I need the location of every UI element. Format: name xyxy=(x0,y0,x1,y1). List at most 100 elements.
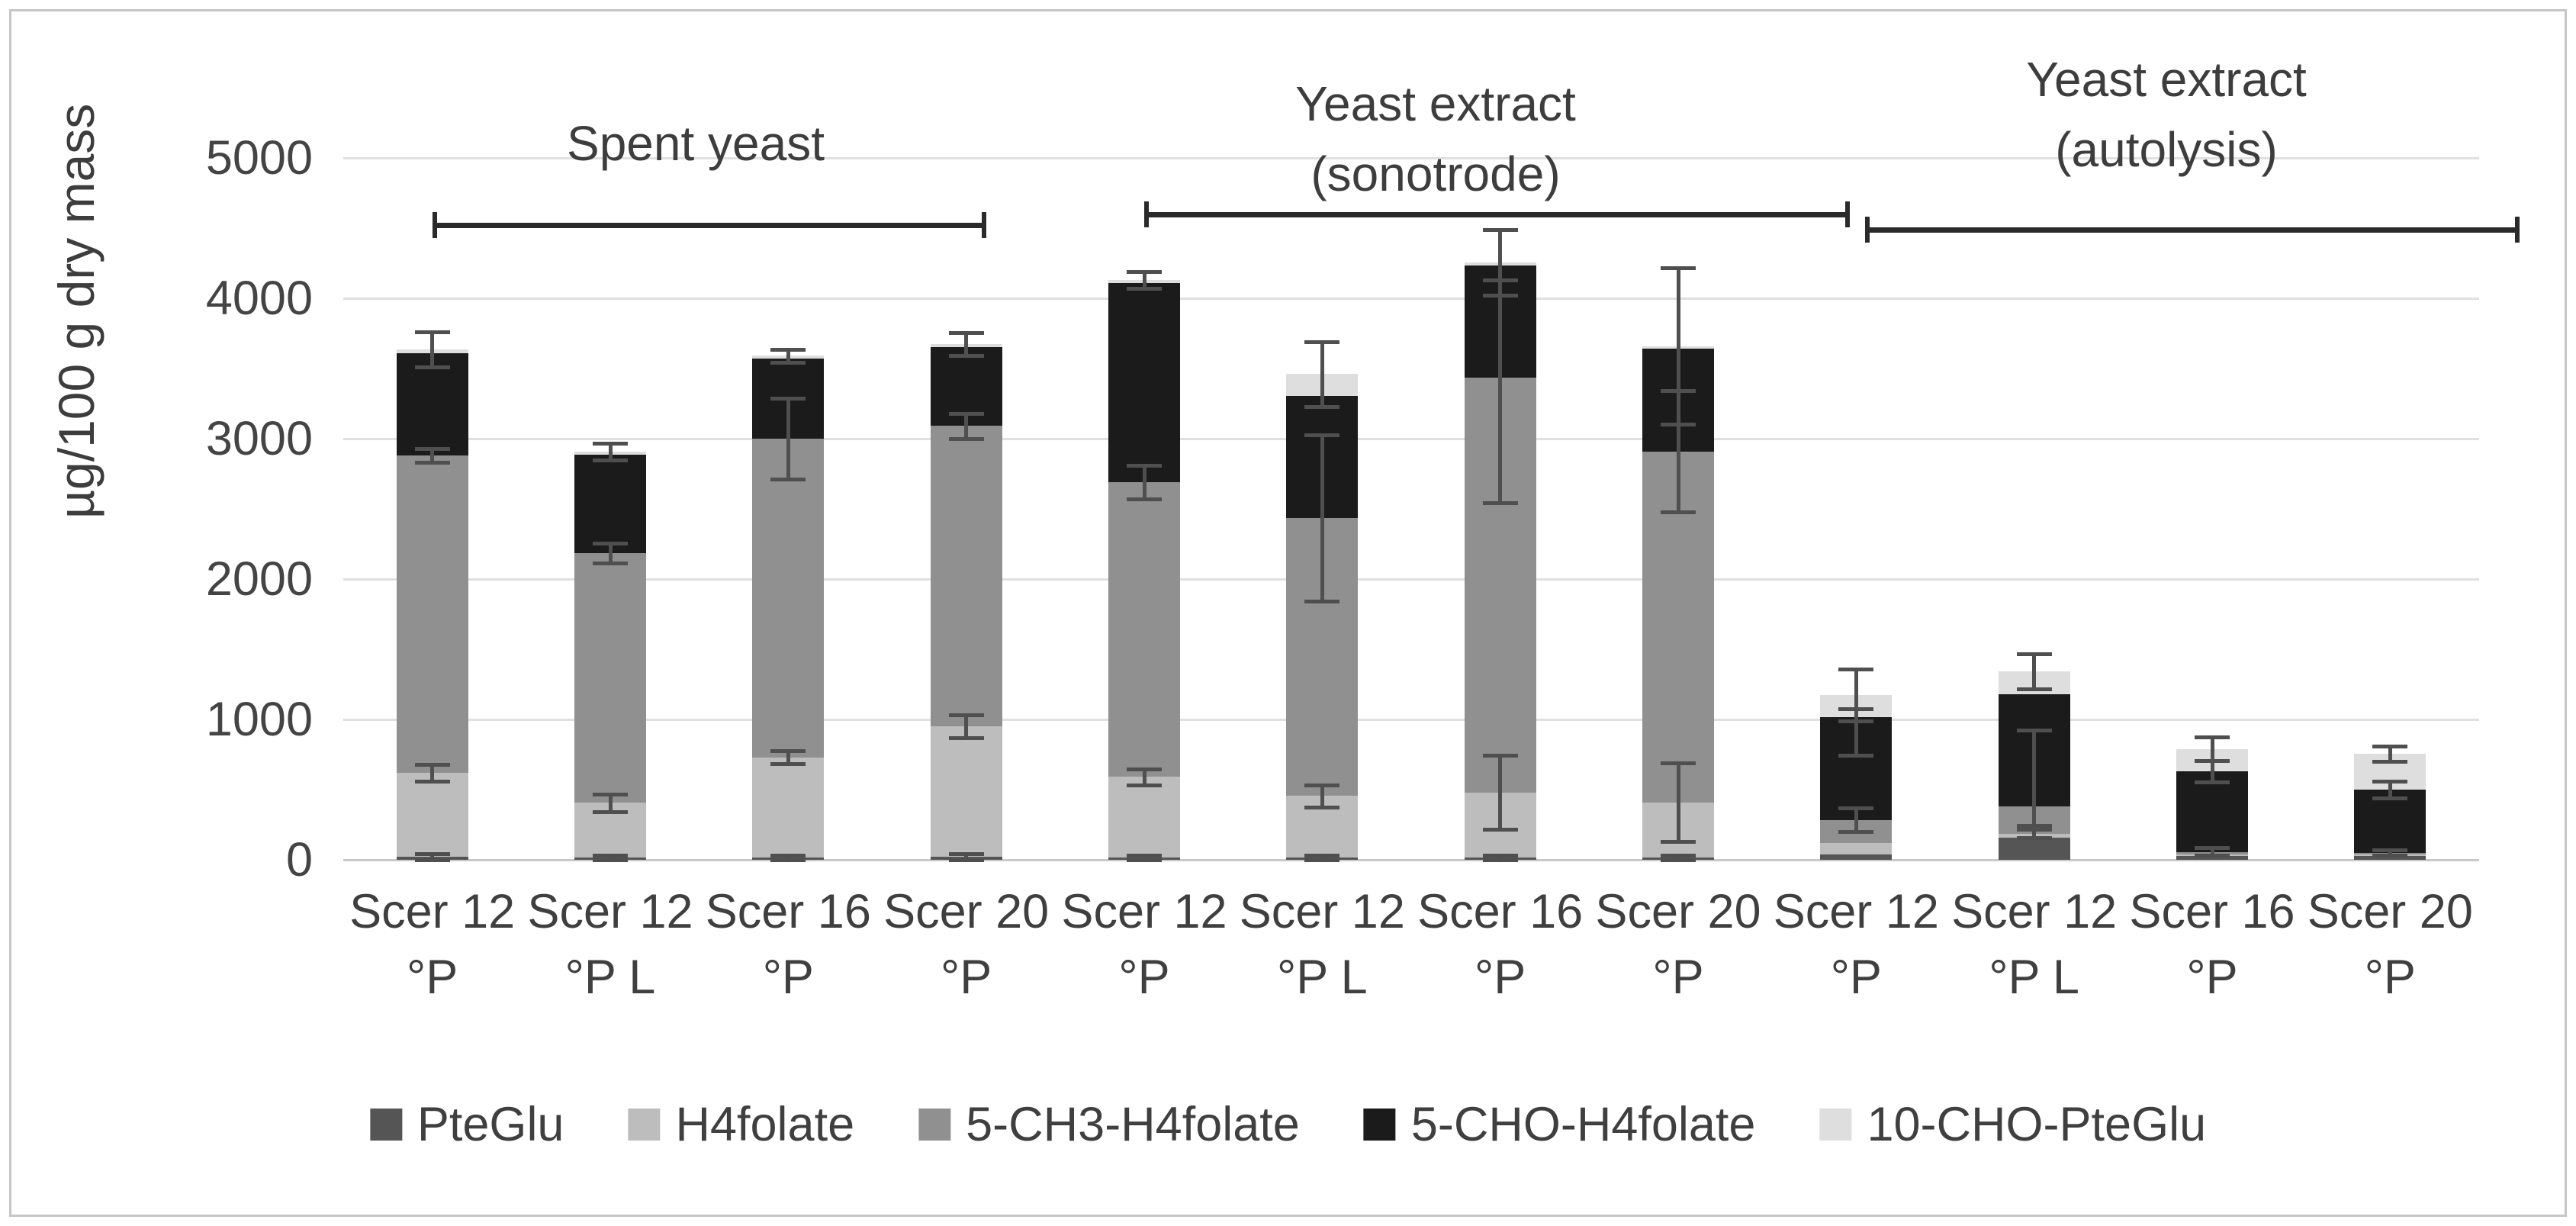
error-bar-cap-bottom xyxy=(770,858,806,862)
error-bar-cap-top xyxy=(414,330,450,335)
segment-H4folate xyxy=(930,726,1002,858)
gridline-0 xyxy=(343,859,2479,861)
legend-swatch-icon xyxy=(369,1109,402,1141)
legend-label: 5-CHO-H4folate xyxy=(1410,1098,1756,1151)
error-bar-line xyxy=(2210,737,2214,761)
x-category-label: Scer 12 °P xyxy=(349,885,516,1004)
segment-H4folate xyxy=(396,772,468,858)
segment-5-CHO-H4folate xyxy=(396,352,468,456)
error-bar-cap-bottom xyxy=(2195,759,2230,764)
legend-label: H4folate xyxy=(675,1098,855,1151)
segment-H4folate xyxy=(1108,777,1180,858)
error-bar-cap-bottom xyxy=(1127,497,1162,502)
error-bar-line xyxy=(1142,769,1146,785)
error-bar-cap-bottom xyxy=(414,779,450,784)
error-bar-line xyxy=(1854,709,1858,755)
error-bar-cap-top xyxy=(770,348,806,352)
error-bar-line xyxy=(1142,272,1146,289)
error-bar-cap-bottom xyxy=(1127,287,1162,291)
error-bar-cap-top xyxy=(1304,340,1340,345)
stacked-bar xyxy=(1108,0,1180,860)
error-bar-line xyxy=(1498,280,1503,503)
error-bar-cap-bottom xyxy=(1127,783,1162,787)
error-bar-cap-top xyxy=(1127,270,1162,275)
error-bar-cap-bottom xyxy=(948,735,984,740)
segment-5-CH3-H4folate xyxy=(574,552,646,803)
error-bar-cap-bottom xyxy=(2372,760,2408,764)
error-bar-line xyxy=(2032,729,2037,825)
error-bar-line xyxy=(964,413,969,439)
gridline-2000 xyxy=(343,578,2479,581)
error-bar-line xyxy=(608,442,613,460)
error-bar-line xyxy=(786,854,790,860)
error-bar-cap-bottom xyxy=(1661,422,1696,426)
error-bar-cap-bottom xyxy=(414,365,450,370)
segment-PteGlu xyxy=(2176,856,2248,860)
error-bar-cap-bottom xyxy=(593,561,628,565)
error-bar-cap-top xyxy=(770,749,806,754)
error-bar-cap-top xyxy=(1661,761,1696,766)
error-bar-cap-top xyxy=(1482,227,1518,232)
error-bar-cap-bottom xyxy=(1482,500,1518,505)
error-bar-line xyxy=(1320,435,1324,601)
segment-5-CH3-H4folate xyxy=(396,455,468,773)
x-category-label: Scer 12 °P L xyxy=(527,885,693,1004)
y-tick-label: 2000 xyxy=(205,552,313,606)
segment-5-CHO-H4folate xyxy=(1108,282,1180,483)
error-bar-cap-bottom xyxy=(2372,854,2408,858)
error-bar-cap-top xyxy=(1127,767,1162,772)
x-category-label: Scer 20 °P xyxy=(2307,885,2473,1004)
error-bar-line xyxy=(1320,854,1324,860)
x-category-label: Scer 16 °P xyxy=(2129,885,2295,1004)
error-bar-cap-bottom xyxy=(593,458,628,462)
error-bar-cap-bottom xyxy=(2195,780,2230,784)
error-bar-cap-bottom xyxy=(1838,830,1874,835)
error-bar-cap-top xyxy=(948,411,984,416)
error-bar-cap-bottom xyxy=(593,809,628,814)
error-bar-line xyxy=(1676,391,1680,512)
segment-PteGlu xyxy=(2354,856,2426,860)
error-bar-line xyxy=(608,794,613,812)
legend: PteGlu H4folate 5-CH3-H4folate 5-CHO-H4fola… xyxy=(369,1097,2206,1152)
segment-H4folate xyxy=(1820,842,1893,854)
error-bar-cap-bottom xyxy=(414,858,450,862)
legend-item-10-CHO-PteGlu: 10-CHO-PteGlu xyxy=(1819,1097,2206,1152)
x-category-label: Scer 16 °P xyxy=(705,885,871,1004)
segment-5-CH3-H4folate xyxy=(1108,482,1180,777)
error-bar-cap-bottom xyxy=(948,437,984,441)
y-tick-label: 5000 xyxy=(205,131,313,185)
legend-label: 10-CHO-PteGlu xyxy=(1867,1098,2207,1151)
error-bar-line xyxy=(1498,755,1503,830)
x-category-label: Scer 20 °P xyxy=(883,885,1050,1004)
x-category-label: Scer 12 °P L xyxy=(1239,885,1405,1004)
error-bar-cap-top xyxy=(593,793,628,797)
gridline-5000 xyxy=(343,157,2479,159)
error-bar-line xyxy=(2032,829,2037,838)
error-bar-cap-top xyxy=(414,851,450,856)
error-bar-line xyxy=(2388,850,2392,856)
error-bar-cap-top xyxy=(1304,783,1340,787)
error-bar-line xyxy=(786,349,790,362)
group-bracket-tick-right xyxy=(982,212,986,238)
y-tick-label: 1000 xyxy=(205,693,313,746)
error-bar-line xyxy=(964,715,969,738)
error-bar-cap-top xyxy=(948,851,984,856)
error-bar-cap-bottom xyxy=(1838,719,1874,723)
error-bar-cap-bottom xyxy=(1661,510,1696,514)
group-bracket-tick-right xyxy=(2515,217,2520,243)
error-bar-cap-bottom xyxy=(1127,858,1162,862)
group-title: Yeast extract (sonotrode) xyxy=(1295,76,1576,201)
stacked-bar xyxy=(930,0,1002,860)
error-bar-line xyxy=(2388,745,2392,762)
error-bar-cap-top xyxy=(1838,806,1874,810)
error-bar-cap-bottom xyxy=(2372,796,2408,801)
error-bar-line xyxy=(430,448,435,463)
group-bracket xyxy=(1867,227,2517,233)
group-bracket xyxy=(1146,212,1848,217)
group-title: Spent yeast xyxy=(567,116,825,171)
error-bar-line xyxy=(786,397,790,480)
error-bar-cap-top xyxy=(1127,853,1162,858)
segment-5-CHO-H4folate xyxy=(574,455,646,553)
error-bar-cap-top xyxy=(2372,744,2408,748)
